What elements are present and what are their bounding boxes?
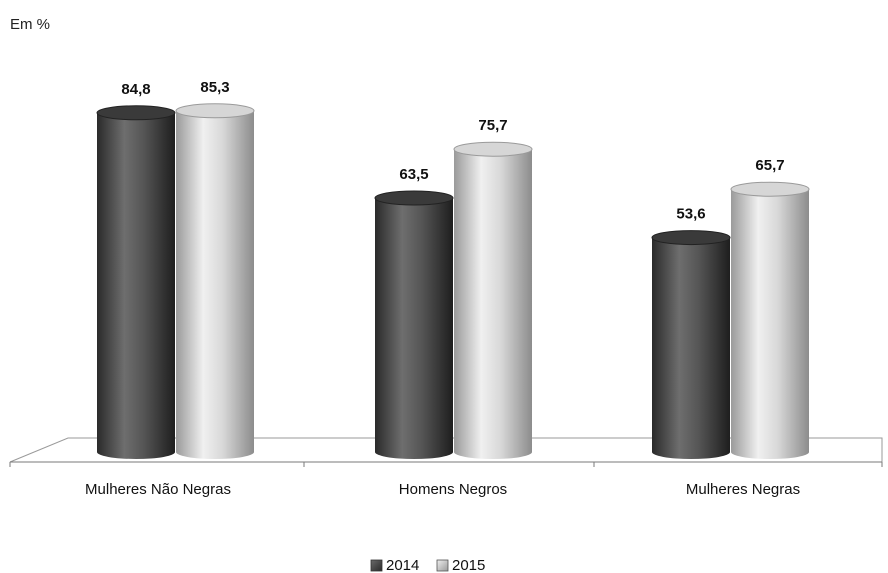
bar bbox=[651, 230, 731, 459]
bar bbox=[374, 190, 454, 459]
value-labels: 84,8 85,3 63,5 75,7 53,6 65,7 bbox=[121, 79, 784, 223]
bar-body bbox=[652, 237, 730, 459]
legend-label-2015: 2015 bbox=[452, 557, 485, 573]
bar-body bbox=[731, 189, 809, 459]
bar bbox=[96, 105, 176, 460]
bar-body bbox=[454, 149, 532, 459]
legend: 2014 2015 bbox=[370, 557, 485, 573]
bar-cap bbox=[96, 105, 176, 121]
bar-body bbox=[176, 110, 254, 460]
value-label: 63,5 bbox=[399, 166, 428, 183]
category-label: Homens Negros bbox=[399, 481, 507, 498]
value-label: 53,6 bbox=[676, 206, 705, 223]
bar bbox=[175, 103, 255, 460]
bar bbox=[730, 181, 810, 459]
bar-cap bbox=[175, 103, 255, 119]
value-label: 84,8 bbox=[121, 81, 150, 98]
bar-cap bbox=[730, 181, 810, 197]
bar-body bbox=[97, 112, 175, 460]
bar-group bbox=[96, 103, 810, 460]
value-label: 85,3 bbox=[200, 79, 229, 96]
legend-swatch-2014 bbox=[370, 559, 383, 572]
category-label: Mulheres Não Negras bbox=[85, 481, 231, 498]
bar-cap bbox=[453, 141, 533, 157]
bar-cap bbox=[374, 190, 454, 206]
legend-swatch-2015 bbox=[436, 559, 449, 572]
bar bbox=[453, 141, 533, 459]
legend-label-2014: 2014 bbox=[386, 557, 419, 573]
value-label: 65,7 bbox=[755, 157, 784, 174]
bar-body bbox=[375, 198, 453, 459]
bar-cap bbox=[651, 230, 731, 246]
category-label: Mulheres Negras bbox=[686, 481, 800, 498]
value-label: 75,7 bbox=[478, 117, 507, 134]
category-labels: Mulheres Não Negras Homens Negros Mulher… bbox=[85, 481, 800, 498]
unit-label: Em % bbox=[10, 16, 50, 33]
